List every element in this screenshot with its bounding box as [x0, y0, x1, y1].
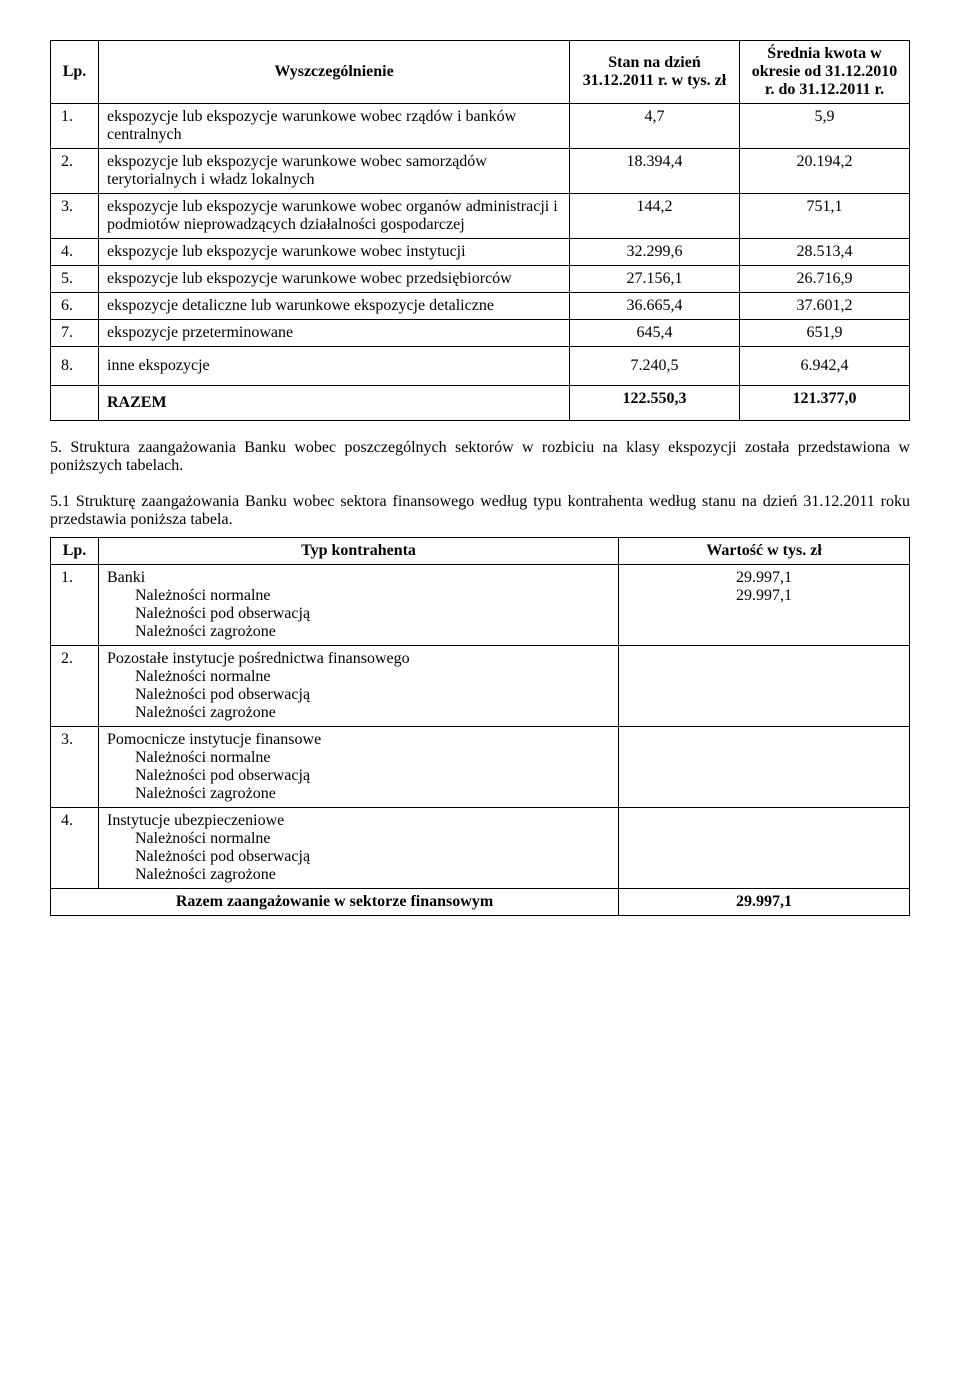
- cell-v1: 18.394,4: [570, 149, 740, 194]
- cell-v1: 144,2: [570, 194, 740, 239]
- cell-v1: 27.156,1: [570, 266, 740, 293]
- cell-total-val: 29.997,1: [619, 889, 910, 916]
- table-header-row: Lp. Wyszczególnienie Stan na dzień 31.12…: [51, 41, 910, 104]
- row-sub-obserwacja: Należności pod obserwacją: [107, 848, 610, 866]
- cell-v2: 751,1: [740, 194, 910, 239]
- header-desc: Wyszczególnienie: [99, 41, 570, 104]
- table-total-row: RAZEM 122.550,3 121.377,0: [51, 386, 910, 421]
- table-row: 8. inne ekspozycje 7.240,5 6.942,4: [51, 347, 910, 386]
- cell-total-label: RAZEM: [99, 386, 570, 421]
- cell-lp: 2.: [51, 646, 99, 727]
- row-sub-zagrozone: Należności zagrożone: [107, 704, 610, 722]
- table-total-row: Razem zaangażowanie w sektorze finansowy…: [51, 889, 910, 916]
- cell-desc: Banki Należności normalne Należności pod…: [99, 565, 619, 646]
- cell-desc: ekspozycje przeterminowane: [99, 320, 570, 347]
- exposure-table: Lp. Wyszczególnienie Stan na dzień 31.12…: [50, 40, 910, 421]
- cell-total-label: Razem zaangażowanie w sektorze finansowy…: [51, 889, 619, 916]
- row-sub-normalne: Należności normalne: [107, 749, 610, 767]
- cell-total-v2: 121.377,0: [740, 386, 910, 421]
- cell-v1: 36.665,4: [570, 293, 740, 320]
- cell-v1: 32.299,6: [570, 239, 740, 266]
- cell-lp: 4.: [51, 808, 99, 889]
- cell-desc: ekspozycje lub ekspozycje warunkowe wobe…: [99, 149, 570, 194]
- row-sub-normalne: Należności normalne: [107, 830, 610, 848]
- table-row: 1. Banki Należności normalne Należności …: [51, 565, 910, 646]
- cell-v2: 28.513,4: [740, 239, 910, 266]
- cell-val: 29.997,1 29.997,1: [619, 565, 910, 646]
- cell-v2: 20.194,2: [740, 149, 910, 194]
- table-row: 1. ekspozycje lub ekspozycje warunkowe w…: [51, 104, 910, 149]
- cell-val: [619, 646, 910, 727]
- cell-v2: 5,9: [740, 104, 910, 149]
- table-header-row: Lp. Typ kontrahenta Wartość w tys. zł: [51, 538, 910, 565]
- row-title: Pozostałe instytucje pośrednictwa finans…: [107, 650, 610, 668]
- cell-desc: ekspozycje lub ekspozycje warunkowe wobe…: [99, 239, 570, 266]
- cell-v1: 7.240,5: [570, 347, 740, 386]
- cell-v1: 4,7: [570, 104, 740, 149]
- row-sub-normalne: Należności normalne: [107, 587, 610, 605]
- row-title: Pomocnicze instytucje finansowe: [107, 731, 610, 749]
- cell-lp: 3.: [51, 194, 99, 239]
- header-col1: Stan na dzień 31.12.2011 r. w tys. zł: [570, 41, 740, 104]
- row-sub-zagrozone: Należności zagrożone: [107, 866, 610, 884]
- table-row: 6. ekspozycje detaliczne lub warunkowe e…: [51, 293, 910, 320]
- cell-v2: 37.601,2: [740, 293, 910, 320]
- cell-val: [619, 808, 910, 889]
- cell-desc: Pomocnicze instytucje finansowe Należnoś…: [99, 727, 619, 808]
- table-row: 4. Instytucje ubezpieczeniowe Należności…: [51, 808, 910, 889]
- cell-lp: 2.: [51, 149, 99, 194]
- cell-desc: ekspozycje lub ekspozycje warunkowe wobe…: [99, 266, 570, 293]
- cell-lp: 1.: [51, 565, 99, 646]
- cell-desc: inne ekspozycje: [99, 347, 570, 386]
- val-title: 29.997,1: [627, 569, 901, 587]
- cell-v1: 645,4: [570, 320, 740, 347]
- cell-lp: 7.: [51, 320, 99, 347]
- paragraph-5-1: 5.1 Strukturę zaangażowania Banku wobec …: [50, 493, 910, 529]
- counterparty-table: Lp. Typ kontrahenta Wartość w tys. zł 1.…: [50, 537, 910, 916]
- cell-lp: 1.: [51, 104, 99, 149]
- header-val: Wartość w tys. zł: [619, 538, 910, 565]
- table-row: 3. ekspozycje lub ekspozycje warunkowe w…: [51, 194, 910, 239]
- cell-lp: 6.: [51, 293, 99, 320]
- header-desc: Typ kontrahenta: [99, 538, 619, 565]
- table-row: 2. Pozostałe instytucje pośrednictwa fin…: [51, 646, 910, 727]
- row-title: Instytucje ubezpieczeniowe: [107, 812, 610, 830]
- cell-desc: ekspozycje detaliczne lub warunkowe eksp…: [99, 293, 570, 320]
- cell-lp: 5.: [51, 266, 99, 293]
- header-lp: Lp.: [51, 41, 99, 104]
- cell-lp: 4.: [51, 239, 99, 266]
- table-row: 3. Pomocnicze instytucje finansowe Należ…: [51, 727, 910, 808]
- cell-v2: 6.942,4: [740, 347, 910, 386]
- val-normalne: 29.997,1: [627, 587, 901, 605]
- table-row: 5. ekspozycje lub ekspozycje warunkowe w…: [51, 266, 910, 293]
- cell-desc: Instytucje ubezpieczeniowe Należności no…: [99, 808, 619, 889]
- header-col2: Średnia kwota w okresie od 31.12.2010 r.…: [740, 41, 910, 104]
- cell-total-v1: 122.550,3: [570, 386, 740, 421]
- cell-desc: ekspozycje lub ekspozycje warunkowe wobe…: [99, 104, 570, 149]
- paragraph-5: 5. Struktura zaangażowania Banku wobec p…: [50, 439, 910, 475]
- cell-desc: Pozostałe instytucje pośrednictwa finans…: [99, 646, 619, 727]
- table-row: 2. ekspozycje lub ekspozycje warunkowe w…: [51, 149, 910, 194]
- row-sub-zagrozone: Należności zagrożone: [107, 623, 610, 641]
- cell-lp: 8.: [51, 347, 99, 386]
- cell-empty: [51, 386, 99, 421]
- table-row: 7. ekspozycje przeterminowane 645,4 651,…: [51, 320, 910, 347]
- cell-val: [619, 727, 910, 808]
- row-sub-obserwacja: Należności pod obserwacją: [107, 767, 610, 785]
- row-sub-zagrozone: Należności zagrożone: [107, 785, 610, 803]
- row-sub-normalne: Należności normalne: [107, 668, 610, 686]
- row-sub-obserwacja: Należności pod obserwacją: [107, 605, 610, 623]
- cell-desc: ekspozycje lub ekspozycje warunkowe wobe…: [99, 194, 570, 239]
- header-lp: Lp.: [51, 538, 99, 565]
- cell-v2: 26.716,9: [740, 266, 910, 293]
- table-row: 4. ekspozycje lub ekspozycje warunkowe w…: [51, 239, 910, 266]
- cell-v2: 651,9: [740, 320, 910, 347]
- row-sub-obserwacja: Należności pod obserwacją: [107, 686, 610, 704]
- row-title: Banki: [107, 569, 610, 587]
- cell-lp: 3.: [51, 727, 99, 808]
